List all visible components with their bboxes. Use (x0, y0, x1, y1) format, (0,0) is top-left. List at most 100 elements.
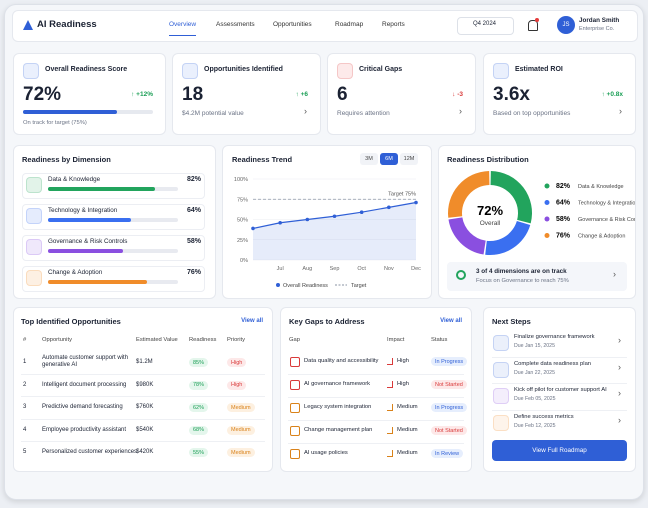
icon (26, 208, 42, 224)
legend-label: Technology & Integration (578, 201, 635, 207)
donut-segment (490, 171, 532, 224)
card-title: Next Steps (492, 317, 531, 326)
readiness-pill: 68% (189, 425, 209, 435)
legend-value: 64% (556, 200, 571, 207)
legend-value: 82% (556, 183, 571, 190)
view-all[interactable]: View all (440, 318, 462, 324)
legend-marker (276, 283, 280, 287)
kpi-card: Overall Readiness Score 72% ↑ +12% On track… (13, 53, 166, 135)
chevron: › (613, 269, 616, 279)
row-divider (288, 397, 464, 398)
y-tick-label: 50% (237, 218, 248, 224)
row-divider (492, 356, 627, 358)
footer-title: 3 of 4 dimensions are on track (476, 268, 567, 275)
point (359, 210, 364, 215)
notification-dot (535, 18, 539, 22)
nav-item[interactable]: Opportunities (273, 21, 312, 28)
column-header: # (23, 337, 27, 343)
logo (23, 20, 33, 30)
x-tick-label: Oct (357, 266, 366, 272)
nav-item[interactable]: Assessments (216, 21, 255, 28)
row-divider (288, 443, 464, 444)
gap-name: AI usage policies (304, 450, 348, 456)
cell: 2 (23, 381, 27, 388)
readiness-pill: 55% (189, 448, 209, 457)
footer-box[interactable]: 3 of 4 dimensions are on track Focus on G… (447, 262, 627, 291)
impact-icon (387, 404, 393, 411)
impact-icon (387, 450, 393, 457)
x-tick-label: Dec (411, 266, 421, 272)
bar (48, 280, 147, 284)
period-select[interactable] (457, 17, 514, 35)
kpi-delta: ↓ -3 (452, 91, 463, 98)
range-button[interactable]: 6M (380, 153, 398, 165)
impact: Medium (397, 427, 418, 433)
cell: Intelligent document processing (42, 381, 127, 388)
kpi-note: On track for target (75%) (23, 120, 87, 126)
gap-icon (290, 426, 300, 436)
cell: $980K (136, 381, 154, 388)
gap-name: Data quality and accessibility (304, 358, 379, 364)
dimensions-card: Readiness by Dimension Data & Knowledge 82… (13, 145, 216, 299)
readiness-pill: 62% (189, 403, 209, 412)
step-due: Due Jan 15, 2025 (514, 343, 555, 349)
kpi-title: Opportunities Identified (204, 66, 283, 73)
cell: $540K (136, 426, 154, 433)
point (387, 205, 391, 210)
icon (26, 177, 42, 193)
cell: $420K (136, 449, 154, 455)
cell: $1.2M (136, 359, 153, 365)
range-button[interactable]: 12M (400, 153, 418, 165)
kpi-card: Critical Gaps 6 ↓ -3 Requires attention › (327, 53, 476, 135)
button-label: View Full Roadmap (532, 447, 587, 454)
dimension-name: Data & Knowledge (48, 176, 101, 183)
dimension-value: 82% (186, 176, 201, 183)
gaps-card: Key Gaps to Address View all Gap Impact Stat… (280, 307, 472, 472)
bar (48, 187, 155, 191)
legend-label: Change & Adoption (578, 234, 625, 240)
row-divider (21, 441, 265, 442)
kpi-title: Estimated ROI (515, 66, 563, 73)
y-tick-label: 75% (237, 197, 248, 203)
nav-item[interactable]: Overview (169, 21, 197, 36)
brand: AI Readiness (37, 19, 97, 30)
dimension-value: 58% (186, 238, 201, 245)
impact-icon (387, 427, 393, 434)
footer-icon (456, 270, 466, 280)
status-pill: In Progress (431, 357, 468, 366)
impact: High (397, 358, 409, 364)
kpi-note: Requires attention (337, 110, 390, 117)
priority-pill: Medium (227, 425, 255, 435)
card-title: Readiness by Dimension (22, 155, 111, 164)
y-tick-label: 100% (234, 177, 248, 183)
legend-marker (544, 233, 550, 238)
nav-item[interactable]: Roadmap (335, 21, 364, 28)
view-all[interactable]: View all (241, 318, 263, 324)
icon (182, 63, 198, 79)
bell[interactable] (528, 20, 538, 31)
kpi-card: Estimated ROI 3.6x ↑ +0.8x Based on top opp… (483, 53, 636, 135)
priority-pill: Medium (227, 448, 255, 457)
center-value: 72% (477, 203, 503, 218)
roadmap-button[interactable]: View Full Roadmap (492, 440, 627, 461)
target-label: Target 75% (388, 191, 416, 197)
chevron: › (459, 106, 462, 116)
bar (48, 249, 124, 253)
kpi-note: $4.2M potential value (182, 110, 244, 117)
dimension-name: Technology & Integration (48, 207, 118, 214)
column-header: Priority (227, 337, 246, 343)
footer-note: Focus on Governance to reach 75% (476, 278, 569, 284)
dimension-row (22, 266, 205, 292)
range-button[interactable]: 3M (360, 153, 378, 165)
legend-label: Overall Readiness (283, 283, 328, 289)
dimension-name: Governance & Risk Controls (48, 238, 128, 245)
nav-item[interactable]: Reports (382, 21, 405, 28)
donut-chart: 82% Data & Knowledge 64% Technology & Integ… (448, 171, 635, 255)
dimension-name: Change & Adoption (48, 269, 103, 276)
cell: 3 (23, 404, 27, 410)
y-tick-label: 0% (240, 258, 248, 264)
progress-bar (23, 110, 117, 114)
icon (493, 414, 509, 431)
step-title: Define success metrics (514, 413, 574, 420)
kpi-note: Based on top opportunities (493, 110, 571, 117)
